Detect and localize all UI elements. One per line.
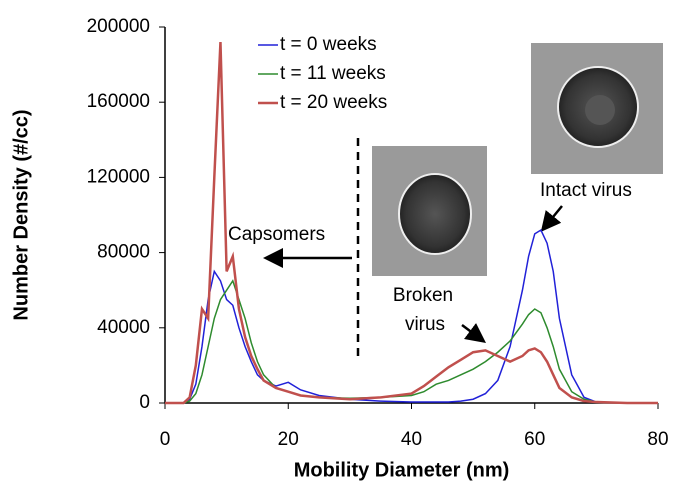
- legend-label: t = 11 weeks: [280, 63, 386, 84]
- series-line: [165, 228, 658, 404]
- series-line: [165, 41, 658, 405]
- arrow: [540, 205, 563, 232]
- y-tick-label: 200000: [87, 16, 150, 37]
- legend-label: t = 20 weeks: [280, 92, 387, 113]
- y-tick-label: 80000: [97, 242, 150, 263]
- legend-label: t = 0 weeks: [280, 34, 377, 55]
- x-tick-label: 80: [647, 429, 668, 450]
- y-tick-label: 160000: [87, 91, 150, 112]
- arrow: [461, 323, 486, 343]
- inset-broken: [372, 146, 487, 276]
- y-tick-label: 120000: [87, 166, 150, 187]
- y-axis-title: Number Density (#/cc): [10, 109, 32, 320]
- annotation: Broken: [393, 285, 453, 306]
- x-tick-label: 60: [524, 429, 545, 450]
- x-tick-label: 40: [401, 429, 422, 450]
- inset-intact: [531, 43, 663, 174]
- y-tick-label: 40000: [97, 317, 150, 338]
- x-tick-label: 20: [278, 429, 299, 450]
- annotation: Intact virus: [540, 180, 632, 201]
- x-axis-title: Mobility Diameter (nm): [294, 459, 510, 481]
- y-tick-label: 0: [139, 392, 150, 413]
- annotation: Capsomers: [228, 224, 325, 245]
- annotation: virus: [405, 314, 445, 335]
- x-tick-label: 0: [160, 429, 171, 450]
